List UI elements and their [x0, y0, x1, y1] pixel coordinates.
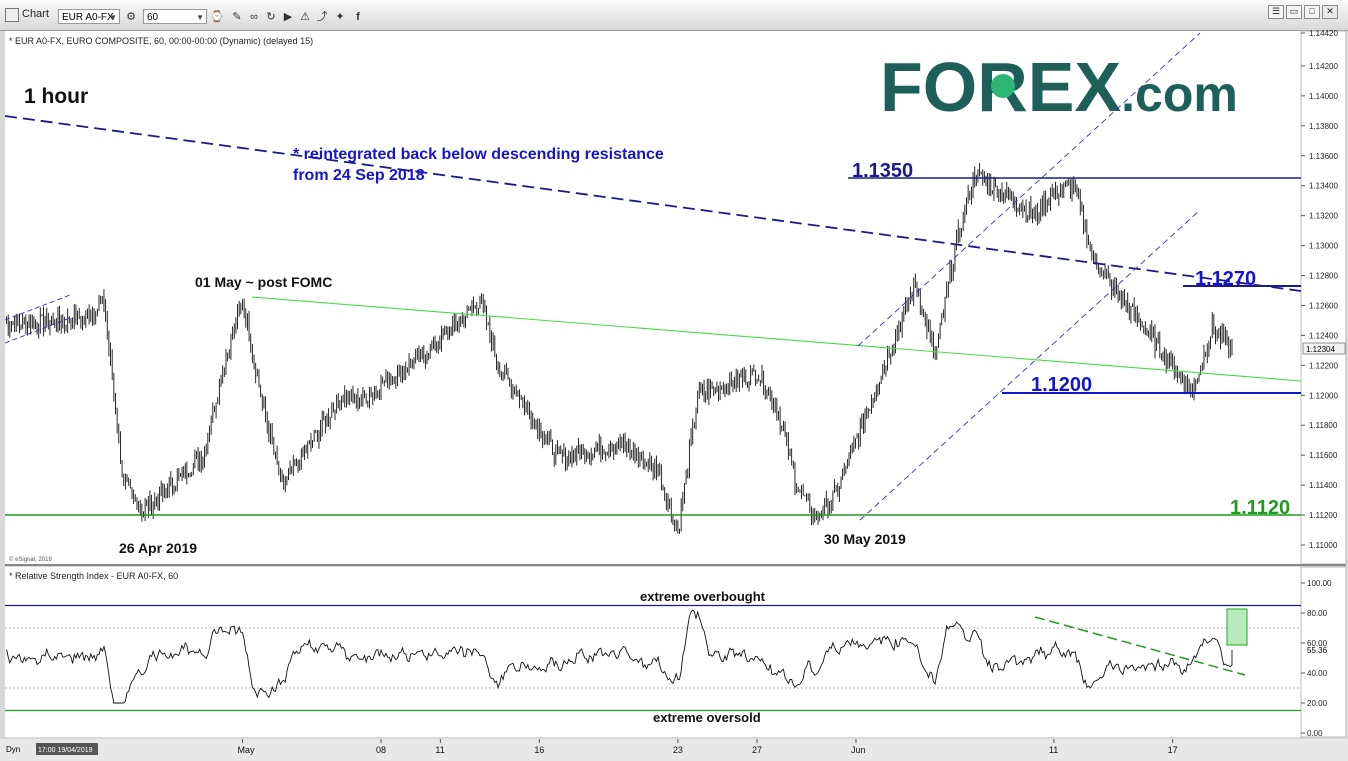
- forex-logo: FOREX.com: [876, 48, 1292, 126]
- price-axis-tick-label: 1.13600: [1309, 152, 1338, 161]
- close-window-button[interactable]: ✕: [1322, 5, 1338, 19]
- time-axis-tick-label: 27: [752, 745, 762, 755]
- price-axis-tick-label: 1.12400: [1309, 331, 1338, 340]
- rsi-last-label: 55.36: [1307, 646, 1328, 655]
- price-panel-header: * EUR A0-FX, EURO COMPOSITE, 60, 00:00-0…: [9, 36, 313, 46]
- descending-resistance-line: [5, 115, 1301, 292]
- timeframe-label: 1 hour: [24, 85, 88, 108]
- chevron-down-icon: ▼: [196, 13, 204, 22]
- price-axis-tick-label: 1.13200: [1309, 212, 1338, 221]
- time-axis-tick-label: 17: [1168, 745, 1178, 755]
- time-axis-tick-label: Jun: [851, 745, 866, 755]
- price-axis-tick-label: 1.11800: [1309, 421, 1338, 430]
- price-axis-tick-label: 1.11000: [1309, 541, 1338, 550]
- chart-canvas: * EUR A0-FX, EURO COMPOSITE, 60, 00:00-0…: [0, 30, 1348, 761]
- symbol-select[interactable]: EUR A0-FX ▼: [58, 9, 120, 24]
- rsi-line: [6, 609, 1233, 704]
- twitter-icon[interactable]: ✦: [335, 11, 345, 23]
- restore-window-button[interactable]: ▭: [1286, 5, 1302, 19]
- low-may-annotation: 30 May 2019: [824, 531, 906, 547]
- rsi-axis-tick-label: 40.00: [1307, 669, 1328, 678]
- rsi-axis-tick-label: 20.00: [1307, 699, 1328, 708]
- rsi-axis-tick-label: 80.00: [1307, 609, 1328, 618]
- time-axis-tick-label: 11: [1049, 745, 1058, 755]
- price-axis-tick-label: 1.11600: [1309, 451, 1338, 460]
- chart-app-icon: [5, 8, 19, 22]
- level-4-label: 1.1120: [1230, 497, 1290, 519]
- time-axis: [0, 739, 1348, 761]
- time-axis-tick-label: May: [237, 745, 255, 755]
- price-axis-tick-label: 1.13800: [1309, 122, 1338, 131]
- interval-value: 60: [147, 12, 159, 23]
- interval-select[interactable]: 60 ▼: [143, 9, 207, 24]
- resistance-annotation-line2: from 24 Sep 2018: [293, 167, 425, 184]
- chart-toolbar: Chart EUR A0-FX ▼ ⚙ 60 ▼ ⌚ ✎ ∞ ↻ ▶ ⚠ ⤴ ✦…: [0, 0, 1348, 31]
- level-1-label: 1.1350: [852, 160, 913, 182]
- facebook-icon[interactable]: f: [356, 11, 360, 23]
- rsi-axis-tick-label: 0.00: [1307, 729, 1323, 738]
- rsi-panel-header: * Relative Strength Index - EUR A0-FX, 6…: [9, 571, 178, 581]
- time-axis-tick-label: 08: [376, 745, 386, 755]
- price-axis-tick-label: 1.11400: [1309, 481, 1338, 490]
- price-axis-tick-label: 1.12000: [1309, 391, 1338, 400]
- list-window-button[interactable]: ☰: [1268, 5, 1284, 19]
- logo-text-part: .com: [1121, 66, 1238, 122]
- clock-icon[interactable]: ⌚: [210, 11, 224, 23]
- green-trendline: [251, 296, 1301, 382]
- level-3-label: 1.1200: [1031, 374, 1092, 396]
- last-price-label: 1.12304: [1306, 345, 1335, 354]
- low-apr-annotation: 26 Apr 2019: [119, 540, 197, 556]
- price-axis-tick-label: 1.13400: [1309, 182, 1338, 191]
- price-axis-tick-label: 1.12600: [1309, 301, 1338, 310]
- app-label: Chart: [22, 8, 49, 20]
- ascending-channel-upper: [857, 32, 1201, 347]
- time-axis-tick-label: 11: [435, 745, 444, 755]
- rsi-descending-trendline: [1034, 616, 1246, 676]
- rsi-panel: [5, 567, 1301, 737]
- chevron-down-icon: ▼: [109, 13, 117, 22]
- ascending-channel-lower: [859, 209, 1201, 521]
- time-axis-date-box: [36, 743, 98, 755]
- maximize-window-button[interactable]: □: [1304, 5, 1320, 19]
- copyright-text: © eSignal, 2019: [9, 556, 52, 563]
- resistance-annotation-line1: * reintegrated back below descending res…: [293, 146, 664, 163]
- level-2-label: 1.1270: [1195, 268, 1256, 290]
- link-icon[interactable]: ∞: [250, 11, 258, 23]
- symbol-value: EUR A0-FX: [62, 12, 114, 23]
- time-axis-tick-label: 23: [673, 745, 683, 755]
- left-channel-lower: [5, 317, 71, 344]
- price-axis-tick-label: 1.12800: [1309, 272, 1338, 281]
- price-axis-tick-label: 1.14200: [1309, 62, 1338, 71]
- price-axis-tick-label: 1.11200: [1309, 511, 1338, 520]
- overbought-label: extreme overbought: [640, 589, 766, 604]
- last-price-tag: [1302, 342, 1346, 355]
- rsi-axis-tick-label: 60.00: [1307, 639, 1328, 648]
- time-axis-start: Dyn: [6, 745, 20, 754]
- pencil-icon[interactable]: ✎: [232, 11, 242, 23]
- rsi-axis-tick-label: 100.00: [1307, 579, 1332, 588]
- price-axis-tick-label: 1.13000: [1309, 242, 1338, 251]
- play-icon[interactable]: ▶: [283, 11, 293, 23]
- price-axis-tick-label: 1.14000: [1309, 92, 1338, 101]
- rsi-highlight-box: [1226, 608, 1248, 646]
- time-axis-date: 17:00 19/04/2019: [38, 747, 93, 754]
- logo-dot-icon: [991, 74, 1015, 98]
- settings-icon[interactable]: ⚙: [126, 11, 136, 23]
- rsi-axis-panel: [1300, 566, 1347, 738]
- price-axis-tick-label: 1.12200: [1309, 361, 1338, 370]
- share-icon[interactable]: ⤴: [316, 11, 328, 23]
- price-axis-tick-label: 1.14420: [1309, 30, 1338, 38]
- post-fomc-annotation: 01 May ~ post FOMC: [195, 274, 332, 290]
- alert-icon[interactable]: ⚠: [300, 11, 310, 23]
- time-axis-tick-label: 16: [534, 745, 544, 755]
- refresh-icon[interactable]: ↻: [266, 11, 276, 23]
- left-channel-upper: [5, 294, 71, 321]
- oversold-label: extreme oversold: [653, 710, 761, 725]
